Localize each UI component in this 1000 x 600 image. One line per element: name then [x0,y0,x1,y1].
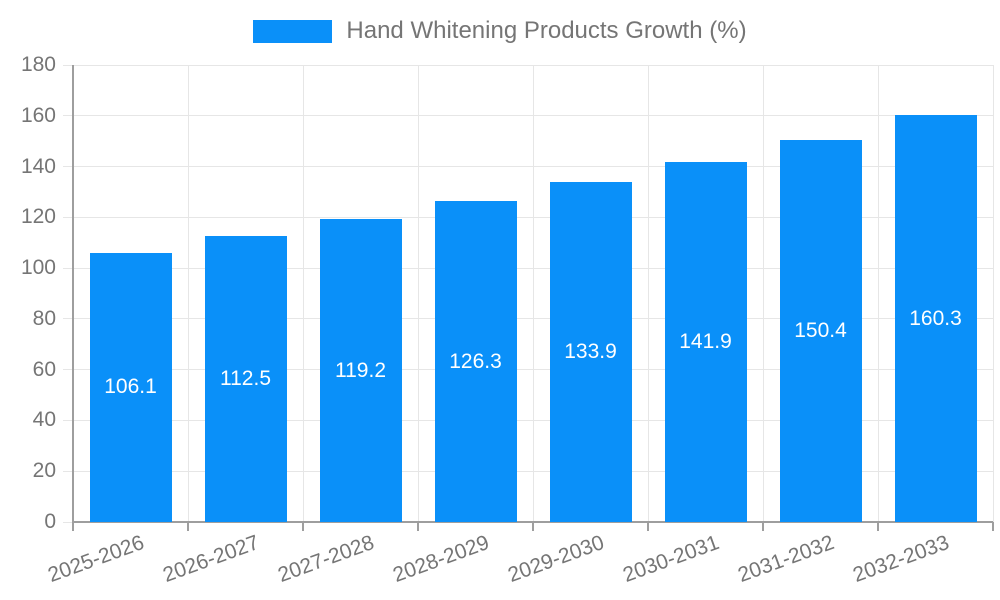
h-gridline [63,470,993,472]
v-gridline [532,65,534,522]
x-tick-mark [992,522,994,531]
y-tick-label: 140 [20,154,56,178]
v-gridline [302,65,304,522]
v-gridline [417,65,419,522]
bar-value-label: 150.4 [794,319,847,343]
bar-value-label: 119.2 [335,358,386,382]
v-gridline [992,65,994,522]
bar: 112.5 [204,236,287,522]
bar: 119.2 [319,219,402,522]
h-gridline [63,166,993,168]
x-tick-mark [302,522,304,531]
chart-legend[interactable]: Hand Whitening Products Growth (%) [0,17,1000,45]
y-zero-tick [63,521,73,523]
bar-value-label: 106.1 [104,375,157,399]
y-tick-label: 60 [32,357,56,381]
h-gridline [63,419,993,421]
x-tick-mark [417,522,419,531]
h-gridline [63,318,993,320]
bar-value-label: 126.3 [449,349,502,373]
x-tick-mark [647,522,649,531]
bar: 106.1 [89,252,172,522]
bar: 133.9 [549,182,632,522]
h-gridline [63,216,993,218]
h-gridline [63,267,993,269]
bar: 126.3 [434,201,517,522]
h-gridline [63,64,993,66]
v-gridline [187,65,189,522]
bar-value-label: 133.9 [564,340,617,363]
y-tick-label: 160 [20,103,56,127]
y-axis-line [72,65,74,524]
x-tick-mark [877,522,879,531]
bar: 141.9 [664,161,747,522]
h-gridline [63,115,993,117]
y-tick-label: 180 [20,53,56,76]
y-tick-label: 20 [32,459,56,483]
x-tick-mark [72,522,74,531]
x-axis-line [73,521,993,523]
legend-label: Hand Whitening Products Growth (%) [346,17,747,44]
bar: 160.3 [894,115,977,522]
y-tick-label: 80 [32,306,56,330]
bar: 150.4 [779,140,862,522]
x-tick-mark [532,522,534,531]
x-tick-mark [762,522,764,531]
y-tick-label: 120 [20,205,56,229]
y-tick-label: 100 [20,256,56,280]
legend-swatch [253,19,333,43]
v-gridline [877,65,879,522]
bar-value-label: 112.5 [220,367,271,391]
bar-value-label: 160.3 [909,306,962,330]
v-gridline [762,65,764,522]
v-gridline [647,65,649,522]
y-tick-label: 0 [44,510,56,533]
bar-value-label: 141.9 [679,329,732,353]
h-gridline [63,369,993,371]
y-tick-label: 40 [32,408,56,432]
x-tick-mark [187,522,189,531]
